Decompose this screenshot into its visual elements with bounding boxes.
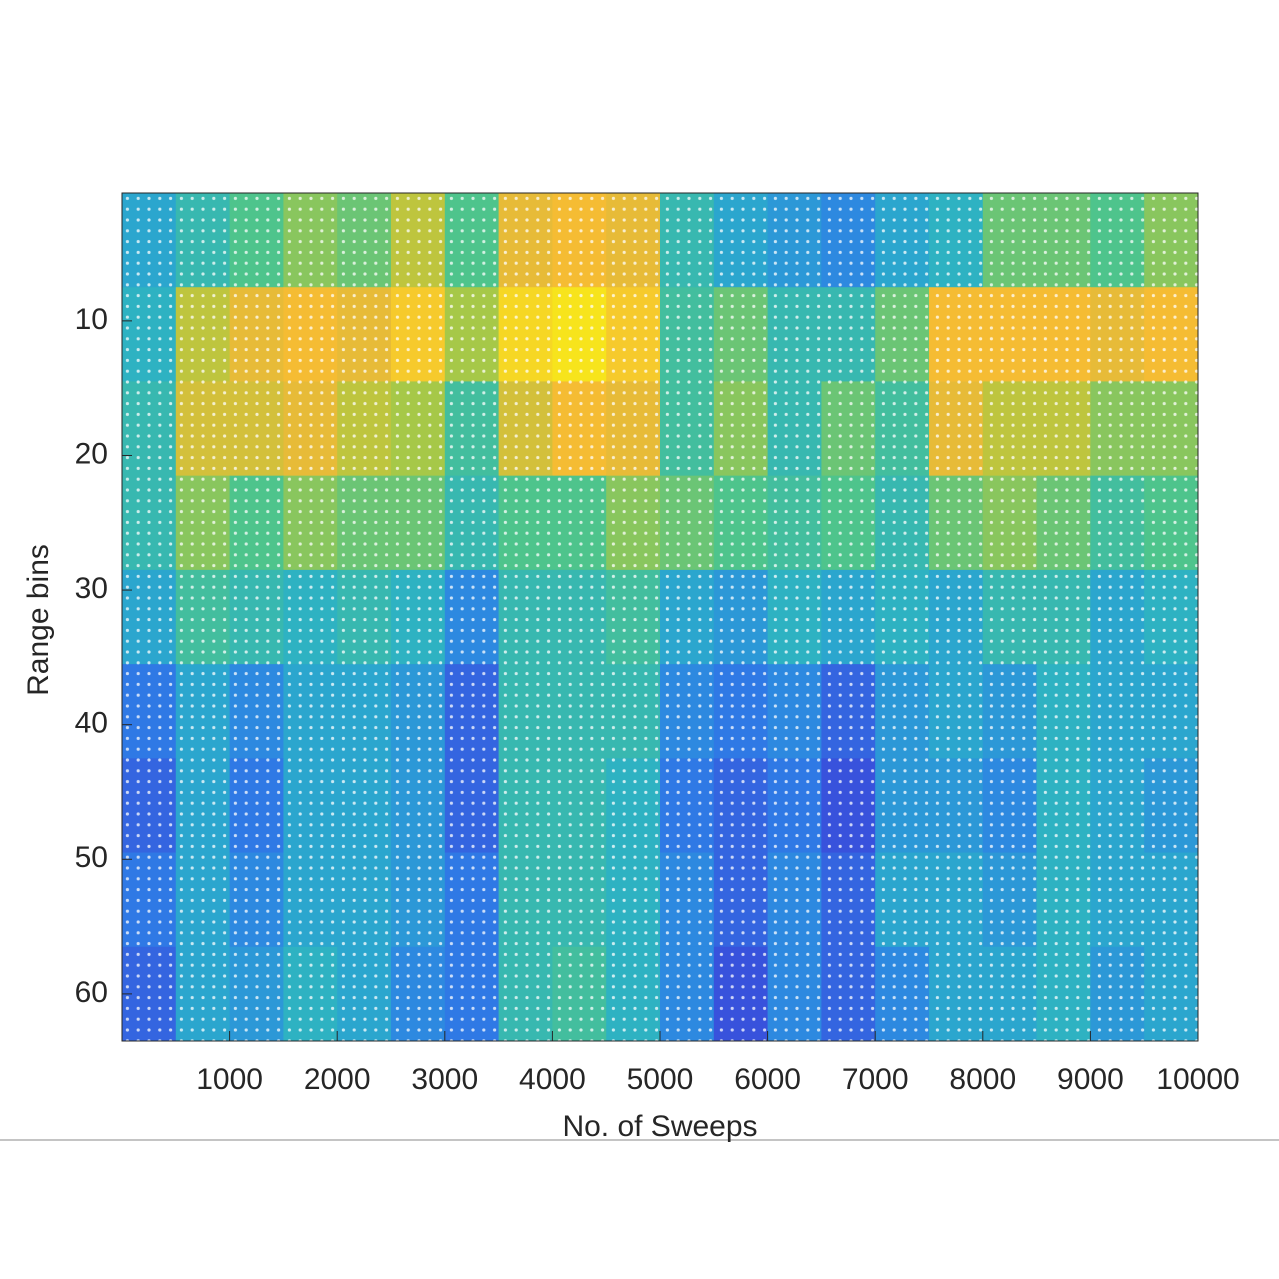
y-tick-label: 30 xyxy=(75,572,108,605)
y-tick-label: 10 xyxy=(75,303,108,336)
x-tick-label: 9000 xyxy=(1057,1063,1124,1096)
y-axis-label: Range bins xyxy=(22,544,55,696)
x-tick-label: 5000 xyxy=(627,1063,694,1096)
x-tick-label: 8000 xyxy=(949,1063,1016,1096)
x-tick-label: 3000 xyxy=(411,1063,478,1096)
y-tick-label: 40 xyxy=(75,707,108,740)
x-axis-label: No. of Sweeps xyxy=(562,1110,757,1143)
x-tick-label: 10000 xyxy=(1156,1063,1239,1096)
x-tick-label: 7000 xyxy=(842,1063,909,1096)
x-tick-label: 4000 xyxy=(519,1063,586,1096)
y-tick-label: 50 xyxy=(75,841,108,874)
x-tick-label: 1000 xyxy=(196,1063,263,1096)
x-tick-label: 2000 xyxy=(304,1063,371,1096)
y-tick-label: 60 xyxy=(75,976,108,1009)
x-tick-label: 6000 xyxy=(734,1063,801,1096)
dot-overlay xyxy=(122,193,1198,1041)
y-tick-label: 20 xyxy=(75,437,108,470)
